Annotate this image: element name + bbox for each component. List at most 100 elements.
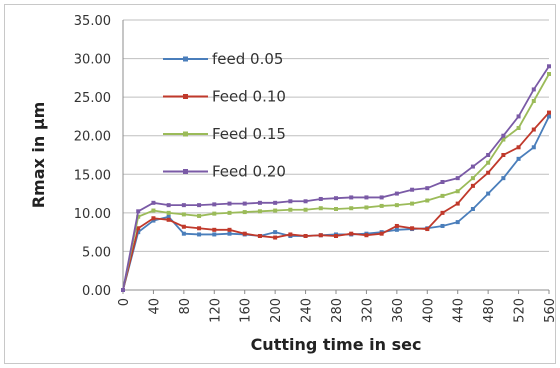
data-point [212,211,217,216]
data-point [486,191,491,196]
y-axis-title-group: Rmax in µm [29,102,48,209]
data-point [470,176,475,181]
data-point [181,203,186,208]
x-tick-group: 280 [330,298,345,323]
data-point [197,213,202,218]
data-point [516,145,521,150]
data-point [242,210,247,215]
x-tick-label: 280 [330,298,345,323]
data-point [212,232,217,237]
x-tick-label: 360 [391,298,406,323]
x-tick-label: 440 [452,298,467,323]
legend-label: Feed 0.20 [212,163,286,181]
data-point [455,201,460,206]
data-point [547,110,551,115]
legend-label: Feed 0.15 [212,125,286,143]
x-tick-group: 160 [239,298,254,323]
y-tick-label: 10.00 [74,207,111,222]
data-point [273,235,278,240]
x-tick-label: 200 [269,298,284,323]
legend-marker [183,169,188,174]
data-point [394,203,399,208]
x-tick-group: 480 [482,298,497,323]
data-point [303,207,308,212]
data-point [166,214,171,219]
data-point [486,170,491,175]
x-tick-group: 200 [269,298,284,323]
data-point [121,288,125,292]
data-point [136,209,141,214]
y-tick-label: 15.00 [74,168,111,183]
x-tick-group: 440 [452,298,467,323]
data-point [455,220,460,225]
data-point [151,216,156,221]
legend-marker [183,131,188,137]
data-point [166,217,171,222]
data-point [212,227,217,232]
data-point [410,187,415,192]
data-point [394,191,399,196]
data-point [242,201,247,206]
y-tick-label: 0.00 [82,284,111,299]
data-point [531,87,536,92]
data-point [334,207,338,211]
data-point [273,230,278,235]
data-point [136,214,141,219]
chart-frame [4,4,556,364]
data-point [547,72,551,76]
data-point [394,227,399,232]
x-tick-group: 560 [543,298,558,323]
data-point [547,64,551,69]
data-point [531,99,536,103]
data-point [516,156,521,161]
data-point [288,207,293,212]
data-point [486,153,491,157]
data-point [455,176,460,181]
x-tick-label: 520 [513,298,528,323]
x-tick-label: 320 [360,298,375,323]
data-point [364,233,369,238]
x-tick-group: 240 [300,298,315,323]
data-point [455,189,460,194]
data-point [440,180,445,184]
x-tick-group: 0 [117,298,132,306]
data-point [151,218,156,223]
data-point [470,164,475,169]
x-tick-label: 560 [543,298,558,323]
data-point [181,231,186,236]
data-point [349,195,354,200]
x-tick-label: 240 [300,298,315,323]
data-point [197,232,202,237]
x-tick-group: 80 [178,298,193,315]
data-point [257,234,262,238]
data-point [227,231,232,236]
y-tick-label: 5.00 [82,245,111,260]
x-tick-label: 400 [421,298,436,323]
data-point [440,223,445,228]
y-tick-label: 20.00 [74,130,111,145]
x-tick-group: 120 [208,298,223,323]
data-point [410,201,415,206]
data-point [227,210,232,215]
data-point [547,114,551,119]
x-tick-label: 0 [117,298,132,306]
data-point [227,201,232,206]
data-point [334,234,338,238]
data-point [364,205,369,210]
x-tick-label: 80 [178,298,193,315]
data-point [425,186,430,191]
data-point [181,224,186,229]
data-point [273,200,278,205]
legend-marker [183,56,188,62]
data-point [257,209,262,214]
data-point [379,203,384,208]
data-point [227,227,232,232]
data-point [379,195,384,200]
data-point [516,126,521,130]
series-line-3 [122,65,550,291]
data-point [501,153,506,157]
x-tick-group: 360 [391,298,406,323]
data-point [166,210,171,215]
data-point [531,145,536,150]
